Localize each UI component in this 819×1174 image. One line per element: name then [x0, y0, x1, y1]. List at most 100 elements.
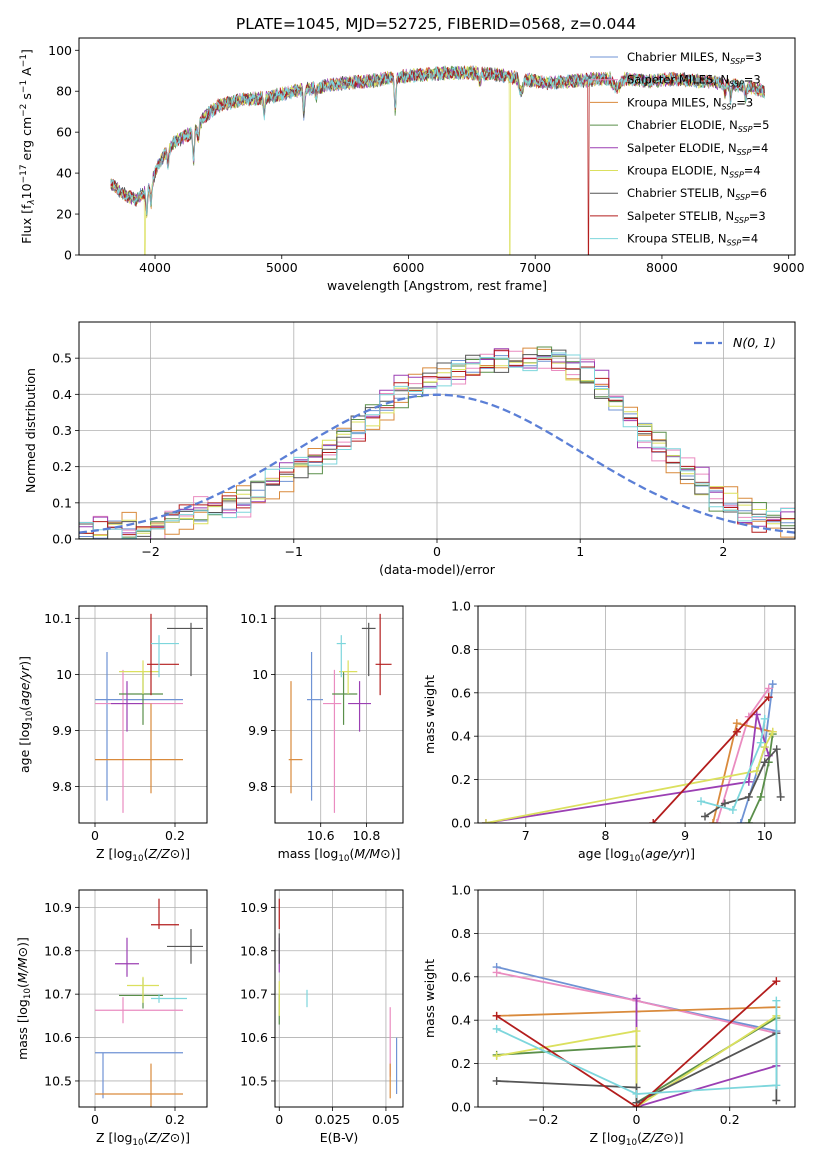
x-axis-label: wavelength [Angstrom, rest frame] [327, 278, 547, 293]
weight-marker [708, 819, 717, 823]
label-part: ] [690, 846, 695, 861]
x-tick-label: 10.8 [353, 828, 381, 843]
label-sub: 10 [626, 1138, 637, 1148]
weight-line [704, 748, 782, 818]
axes-frame [78, 37, 796, 256]
legend-text: =4 [744, 164, 761, 178]
label-part: log [15, 999, 30, 1018]
weight-marker [744, 777, 753, 786]
label-part: ( [15, 983, 30, 988]
x-axis-label: Z [log10(Z/Z⊙)] [96, 1130, 190, 1148]
weight-marker [492, 1052, 501, 1061]
y-tick-label: 0.6 [451, 969, 471, 984]
normal-curve [79, 393, 795, 534]
label-part: Z [ [589, 1130, 606, 1145]
label-part: ( [144, 846, 149, 861]
label-part: ) [180, 1130, 185, 1145]
errorbar-point [115, 937, 139, 977]
y-tick-label: 20 [56, 207, 72, 222]
label-part: Normed distribution [23, 368, 38, 493]
weight-line [700, 718, 766, 811]
label-part: ] [396, 846, 401, 861]
label-italic: age/yr [17, 665, 32, 706]
label-part: ( [144, 1130, 149, 1145]
x-tick-label: 0 [633, 1112, 641, 1127]
label-part: ) [685, 846, 690, 861]
legend-entry: Kroupa ELODIE, NSSP=4 [627, 164, 761, 180]
y-tick-label: 0.1 [52, 495, 72, 510]
errorbar-point [95, 703, 183, 794]
legend-sub: SSP [729, 171, 744, 180]
y-axis-label: mass [log10(M/M⊙)] [15, 937, 33, 1060]
errorbar-point [95, 651, 183, 801]
x-tick-label: 8000 [646, 260, 678, 275]
y-tick-label: 0.0 [52, 532, 72, 547]
axes-mass_vs_Z: 0 0.210.510.610.710.810.9Z [log10(Z/Z⊙)]m… [15, 889, 208, 1148]
spectrum-line [110, 65, 765, 255]
weight-marker [744, 792, 753, 801]
label-part: age [ [578, 846, 610, 861]
axes-spectrum: 4000 5000 6000 7000 8000 9000 0 20 40 60 80 100 wave… [19, 37, 805, 293]
weight-marker [768, 680, 777, 689]
y-tick-label: 1.0 [451, 599, 471, 614]
plot-area [95, 898, 203, 1107]
y-tick-label: 0.2 [451, 1056, 471, 1071]
legend-text: =3 [736, 95, 753, 109]
weight-marker [752, 766, 761, 775]
x-tick-label: 5000 [266, 260, 298, 275]
weight-marker [632, 1089, 641, 1098]
axes-mass_weight_vs_Z: −0.2 0 0.2 0.0 0.2 0.4 0.6 0.8 1.0 Z [log10(Z/Z⊙)… [422, 883, 796, 1148]
legend-sub: SSP [734, 216, 749, 225]
y-axis-label: mass weight [422, 675, 437, 754]
weight-line [485, 731, 774, 823]
weight-marker [772, 745, 781, 754]
x-tick-label: −0.2 [528, 1112, 558, 1127]
y-tick-label: 10.5 [44, 1073, 72, 1088]
label-part: Z [ [96, 1130, 113, 1145]
axes-frame [78, 321, 796, 540]
x-axis-label: Z [log10(Z/Z⊙)] [96, 846, 190, 864]
legend-text: Kroupa MILES, N [627, 95, 722, 109]
legend-text: Chabrier ELODIE, N [627, 118, 738, 132]
label-part: λ [27, 199, 37, 205]
weight-line [496, 1000, 778, 1095]
label-part: ) [674, 1130, 679, 1145]
weight-marker [732, 727, 741, 736]
label-part: ( [17, 706, 32, 711]
errorbar-point [332, 671, 358, 725]
label-part: ] [679, 1130, 684, 1145]
y-tick-label: 0.0 [451, 816, 471, 831]
label-sub: 10 [23, 988, 33, 999]
y-tick-label: 0.4 [451, 1013, 471, 1028]
legend-text: =4 [741, 232, 758, 246]
x-axis-label: age [log10(age/yr)] [578, 846, 695, 864]
legend-text: Salpeter MILES, N [627, 73, 729, 87]
legend-text: =3 [749, 209, 766, 223]
axes-frame [477, 889, 796, 1108]
weight-marker [760, 714, 769, 723]
x-tick-label: 0 [91, 828, 99, 843]
plot-area [95, 613, 203, 813]
x-tick-label: 1 [576, 544, 584, 559]
weight-marker [728, 805, 737, 814]
x-tick-label: 0.2 [165, 1112, 185, 1127]
label-sub: 10 [25, 711, 35, 722]
weight-marker [632, 1103, 641, 1107]
y-tick-label: 1.0 [451, 883, 471, 898]
y-tick-label: 100 [48, 43, 72, 58]
label-part: Flux [f [19, 204, 34, 244]
y-tick-label: 10 [252, 667, 268, 682]
label-part: ] [15, 937, 30, 942]
plot-area [481, 680, 785, 823]
x-axis-label: mass [log10(M/M⊙)] [278, 846, 401, 864]
grid-lines [478, 605, 795, 824]
weight-line [496, 980, 778, 1107]
errorbar-point [111, 681, 143, 732]
y-tick-label: 10.8 [240, 943, 268, 958]
weight-marker [772, 1096, 781, 1105]
errorbar-point [95, 669, 183, 813]
label-part: (data-model)/error [379, 562, 496, 577]
label-sub: 10 [338, 854, 349, 864]
axes-frame [78, 605, 208, 824]
